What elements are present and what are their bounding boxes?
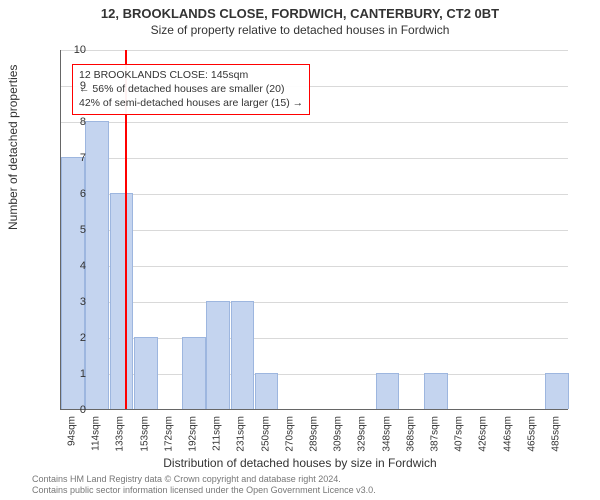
- x-tick-label: 94sqm: [67, 416, 78, 446]
- chart-title: 12, BROOKLANDS CLOSE, FORDWICH, CANTERBU…: [0, 6, 600, 21]
- x-tick-label: 446sqm: [502, 416, 513, 452]
- y-tick-label: 4: [56, 260, 86, 272]
- gridline: [61, 230, 568, 231]
- x-tick-label: 289sqm: [309, 416, 320, 452]
- histogram-bar: [85, 121, 109, 409]
- x-tick-label: 133sqm: [115, 416, 126, 452]
- histogram-bar: [206, 301, 230, 409]
- histogram-bar: [134, 337, 158, 409]
- x-tick-label: 172sqm: [163, 416, 174, 452]
- x-tick-label: 485sqm: [550, 416, 561, 452]
- x-tick-label: 329sqm: [357, 416, 368, 452]
- annotation-line: 42% of semi-detached houses are larger (…: [79, 96, 303, 110]
- footer-line-2: Contains public sector information licen…: [32, 485, 376, 496]
- histogram-bar: [376, 373, 400, 409]
- x-tick-label: 368sqm: [405, 416, 416, 452]
- histogram-bar: [110, 193, 134, 409]
- annotation-line: ← 56% of detached houses are smaller (20…: [79, 82, 303, 96]
- x-tick-label: 153sqm: [139, 416, 150, 452]
- y-tick-label: 7: [56, 152, 86, 164]
- y-tick-label: 8: [56, 116, 86, 128]
- gridline: [61, 158, 568, 159]
- gridline: [61, 302, 568, 303]
- y-tick-label: 5: [56, 224, 86, 236]
- y-tick-label: 10: [56, 44, 86, 56]
- x-tick-label: 114sqm: [91, 416, 102, 451]
- histogram-bar: [255, 373, 279, 409]
- histogram-bar: [545, 373, 569, 409]
- gridline: [61, 50, 568, 51]
- x-axis-label: Distribution of detached houses by size …: [0, 456, 600, 470]
- x-tick-label: 426sqm: [478, 416, 489, 452]
- x-tick-label: 348sqm: [381, 416, 392, 452]
- gridline: [61, 122, 568, 123]
- y-tick-label: 3: [56, 296, 86, 308]
- y-tick-label: 6: [56, 188, 86, 200]
- footer-line-1: Contains HM Land Registry data © Crown c…: [32, 474, 376, 485]
- chart-subtitle: Size of property relative to detached ho…: [0, 23, 600, 37]
- y-tick-label: 1: [56, 368, 86, 380]
- x-tick-label: 387sqm: [429, 416, 440, 452]
- attribution-footer: Contains HM Land Registry data © Crown c…: [32, 474, 376, 497]
- histogram-bar: [231, 301, 255, 409]
- y-axis-label: Number of detached properties: [6, 65, 20, 230]
- x-tick-label: 270sqm: [284, 416, 295, 452]
- chart-title-block: 12, BROOKLANDS CLOSE, FORDWICH, CANTERBU…: [0, 0, 600, 37]
- x-tick-label: 309sqm: [333, 416, 344, 452]
- y-tick-label: 2: [56, 332, 86, 344]
- x-tick-label: 192sqm: [188, 416, 199, 452]
- x-tick-label: 211sqm: [212, 416, 223, 451]
- annotation-line: 12 BROOKLANDS CLOSE: 145sqm: [79, 68, 303, 82]
- x-tick-label: 465sqm: [526, 416, 537, 452]
- gridline: [61, 266, 568, 267]
- x-tick-label: 231sqm: [236, 416, 247, 452]
- x-tick-label: 250sqm: [260, 416, 271, 452]
- reference-annotation: 12 BROOKLANDS CLOSE: 145sqm← 56% of deta…: [72, 64, 310, 115]
- x-tick-label: 407sqm: [454, 416, 465, 452]
- histogram-bar: [424, 373, 448, 409]
- y-tick-label: 0: [56, 404, 86, 416]
- histogram-bar: [182, 337, 206, 409]
- y-tick-label: 9: [56, 80, 86, 92]
- gridline: [61, 194, 568, 195]
